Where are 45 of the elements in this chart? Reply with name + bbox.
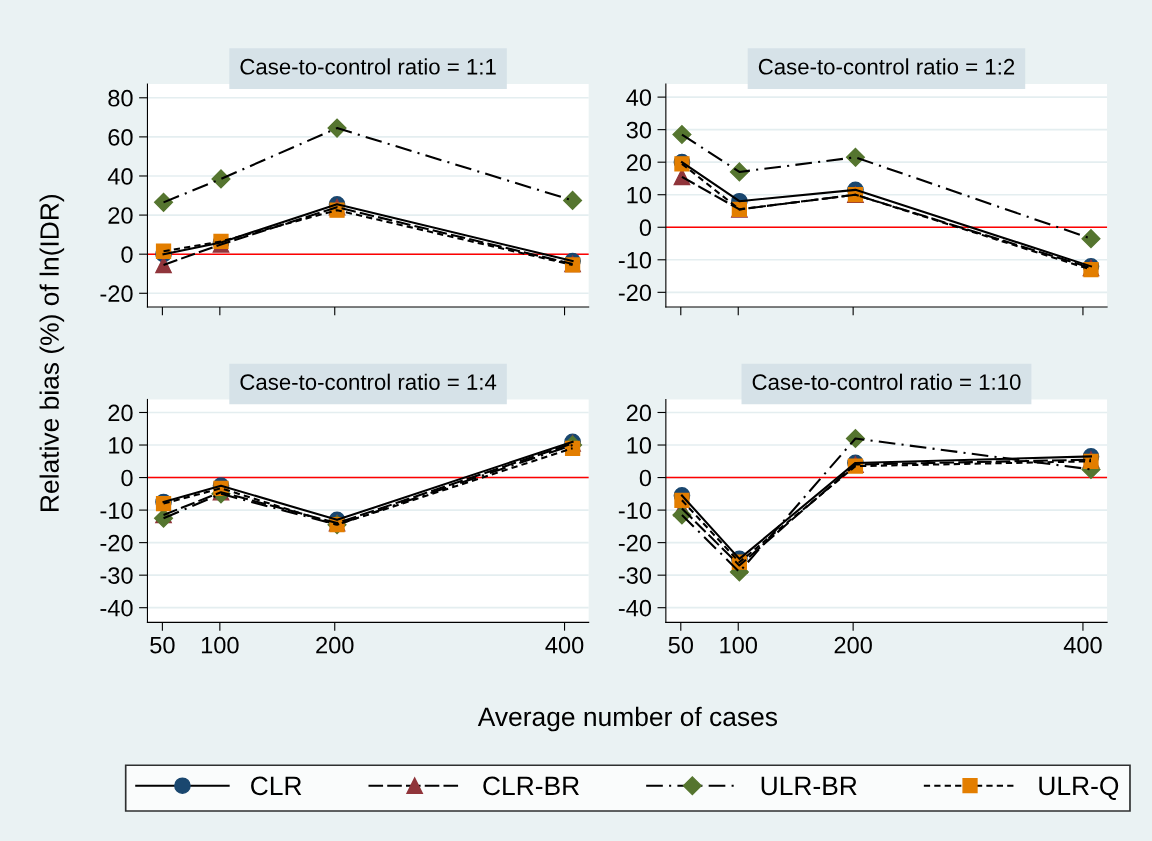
y-tick-label: 20 xyxy=(108,207,133,224)
y-tick-label: 20 xyxy=(626,154,652,171)
y-tick-label: 10 xyxy=(627,186,652,204)
y-tick-label: 10 xyxy=(627,437,652,454)
legend-label: CLR xyxy=(251,776,302,796)
x-tick-label: 100 xyxy=(720,636,758,654)
y-tick-label: -10 xyxy=(618,251,652,269)
y-tick-label: -20 xyxy=(100,285,133,303)
y-tick-label: 30 xyxy=(626,121,652,139)
y-tick-label: -30 xyxy=(100,567,133,584)
x-tick-label: 400 xyxy=(545,636,584,654)
x-tick-label: 400 xyxy=(1063,636,1102,654)
y-tick-label: 40 xyxy=(107,168,133,185)
y-tick-label: 60 xyxy=(108,128,133,146)
x-tick-label: 50 xyxy=(668,636,693,654)
legend-label: ULR-Q xyxy=(1039,776,1119,800)
chart-title: Case-to-control ratio = 1:2 xyxy=(758,58,1015,75)
legend-label: ULR-BR xyxy=(761,776,857,796)
y-tick-label: -40 xyxy=(618,599,652,617)
x-axis-title: Average number of cases xyxy=(477,706,778,732)
y-tick-label: 20 xyxy=(626,404,652,422)
y-tick-label: -10 xyxy=(100,502,133,519)
y-axis-title: Relative bias (%) of ln(IDR) xyxy=(39,195,65,511)
chart-title: Case-to-control ratio = 1:1 xyxy=(240,58,496,75)
y-tick-label: 20 xyxy=(108,404,133,422)
chart-title: Case-to-control ratio = 1:10 xyxy=(752,373,1021,390)
y-tick-label: -40 xyxy=(100,599,133,617)
y-tick-label: 40 xyxy=(626,89,652,106)
y-tick-label: -10 xyxy=(618,502,652,519)
x-tick-label: 200 xyxy=(316,636,354,654)
legend-label: CLR-BR xyxy=(483,776,579,796)
x-tick-label: 200 xyxy=(834,636,872,654)
y-tick-label: 0 xyxy=(639,469,652,487)
y-tick-label: -20 xyxy=(100,534,133,552)
chart-title: Case-to-control ratio = 1:4 xyxy=(240,373,497,390)
y-tick-label: 80 xyxy=(108,89,133,107)
y-tick-label: 10 xyxy=(109,437,133,454)
x-tick-label: 100 xyxy=(201,636,239,654)
y-tick-label: -30 xyxy=(618,567,652,584)
y-tick-label: -20 xyxy=(618,534,652,552)
y-tick-label: 0 xyxy=(121,469,133,487)
y-tick-label: 0 xyxy=(639,219,652,237)
y-tick-label: -20 xyxy=(618,284,652,302)
y-tick-label: 0 xyxy=(121,246,133,263)
x-tick-label: 50 xyxy=(150,636,175,654)
